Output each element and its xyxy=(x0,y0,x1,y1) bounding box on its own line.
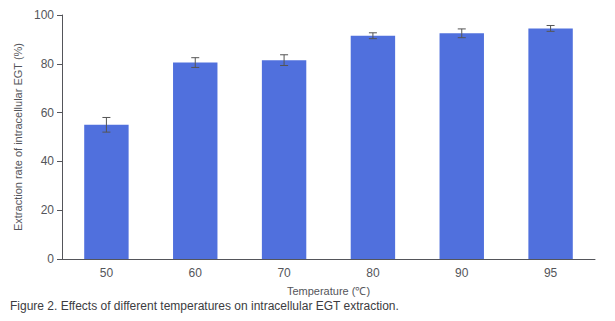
svg-text:60: 60 xyxy=(189,266,203,280)
svg-text:0: 0 xyxy=(47,252,54,266)
svg-text:Extraction rate of intracellul: Extraction rate of intracellular EGT (%) xyxy=(12,43,24,231)
svg-text:60: 60 xyxy=(41,106,55,120)
svg-text:100: 100 xyxy=(34,8,54,22)
svg-text:80: 80 xyxy=(366,266,380,280)
svg-text:Temperature (℃): Temperature (℃) xyxy=(287,285,370,297)
svg-text:80: 80 xyxy=(41,57,55,71)
svg-text:20: 20 xyxy=(41,203,55,217)
svg-text:70: 70 xyxy=(277,266,291,280)
svg-text:Figure 2. Effects of different: Figure 2. Effects of different temperatu… xyxy=(10,299,399,313)
svg-text:90: 90 xyxy=(455,266,469,280)
svg-text:95: 95 xyxy=(544,266,558,280)
svg-text:50: 50 xyxy=(100,266,114,280)
svg-text:40: 40 xyxy=(41,154,55,168)
